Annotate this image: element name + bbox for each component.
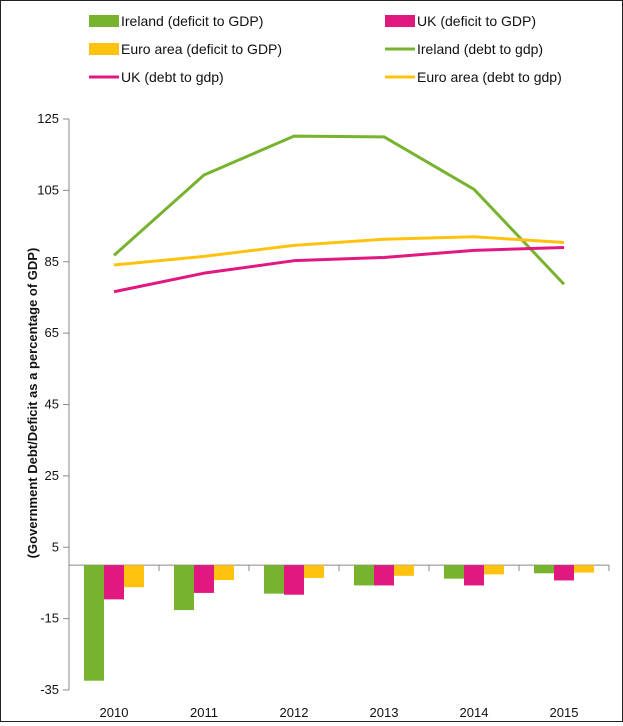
series-line <box>113 235 565 267</box>
y-tick-label: 125 <box>37 111 59 126</box>
legend-swatch <box>89 43 119 55</box>
y-tick-label: 5 <box>52 539 59 554</box>
legend-label: UK (deficit to GDP) <box>417 13 536 29</box>
legend-label: Euro area (deficit to GDP) <box>121 41 282 57</box>
y-axis-label: (Government Debt/Deficit as a percentage… <box>25 248 40 559</box>
bar <box>174 565 194 611</box>
legend-label: UK (debt to gdp) <box>121 69 224 85</box>
bar <box>464 565 484 586</box>
bar <box>304 565 324 578</box>
y-tick-label: 25 <box>45 468 59 483</box>
series-line <box>113 245 565 294</box>
y-tick-label: -35 <box>40 682 59 697</box>
x-tick-label: 2013 <box>370 705 399 720</box>
legend-label: Ireland (deficit to GDP) <box>121 13 263 29</box>
legend-label: Euro area (debt to gdp) <box>417 69 562 85</box>
y-tick-label: 45 <box>45 397 59 412</box>
bar <box>534 565 554 574</box>
bar <box>574 565 594 573</box>
bar <box>284 565 304 595</box>
bar-series <box>84 565 594 681</box>
y-tick-label: 105 <box>37 182 59 197</box>
y-tick-label: 65 <box>45 325 59 340</box>
x-tick-label: 2015 <box>550 705 579 720</box>
bar <box>124 565 144 588</box>
bar <box>194 565 214 593</box>
bar <box>444 565 464 579</box>
x-tick-label: 2014 <box>460 705 489 720</box>
bar <box>484 565 504 575</box>
legend-swatch <box>385 15 415 27</box>
bar <box>354 565 374 586</box>
x-tick-label: 2011 <box>190 705 218 720</box>
axes: 125 105 85 65 45 25 5 -15 -35 2010 2011 2012 2013 201… <box>37 111 610 720</box>
line-series <box>113 134 566 294</box>
legend-swatch <box>89 15 119 27</box>
bar <box>264 565 284 594</box>
y-tick-label: -15 <box>40 611 59 626</box>
bar <box>84 565 104 681</box>
bar <box>394 565 414 576</box>
bar <box>214 565 234 581</box>
x-tick-label: 2012 <box>280 705 309 720</box>
y-tick-label: 85 <box>45 254 59 269</box>
bar <box>554 565 574 581</box>
x-tick-label: 2010 <box>100 705 129 720</box>
bar <box>374 565 394 586</box>
bar <box>104 565 124 600</box>
legend: Ireland (deficit to GDP) UK (deficit to G… <box>89 13 562 85</box>
legend-label: Ireland (debt to gdp) <box>417 41 543 57</box>
series-line <box>113 134 566 286</box>
